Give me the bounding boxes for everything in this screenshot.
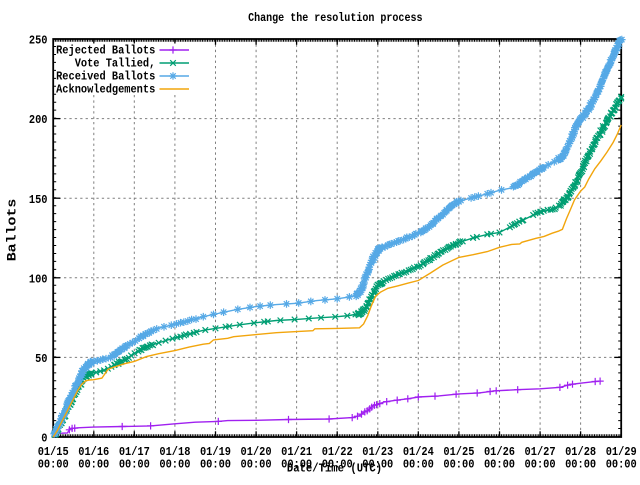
svg-text:01/21: 01/21 [281, 445, 312, 459]
svg-text:Rejected Ballots: Rejected Ballots [56, 44, 155, 58]
svg-text:01/28: 01/28 [565, 445, 596, 459]
svg-text:01/26: 01/26 [484, 445, 515, 459]
svg-text:00:00: 00:00 [38, 458, 69, 472]
svg-text:01/25: 01/25 [443, 445, 474, 459]
svg-text:01/16: 01/16 [78, 445, 109, 459]
svg-text:Acknowledgements: Acknowledgements [56, 83, 155, 97]
svg-text:250: 250 [29, 34, 48, 48]
svg-text:01/22: 01/22 [322, 445, 353, 459]
svg-text:00:00: 00:00 [443, 458, 474, 472]
svg-text:00:00: 00:00 [159, 458, 190, 472]
svg-text:01/15: 01/15 [38, 445, 69, 459]
svg-text:Received Ballots: Received Ballots [56, 70, 155, 84]
svg-text:00:00: 00:00 [606, 458, 637, 472]
svg-text:Change the resolution process: Change the resolution process [248, 11, 422, 25]
svg-text:01/27: 01/27 [525, 445, 556, 459]
svg-text:01/17: 01/17 [119, 445, 150, 459]
svg-text:01/18: 01/18 [159, 445, 190, 459]
svg-text:01/19: 01/19 [200, 445, 231, 459]
svg-text:Ballots: Ballots [6, 199, 20, 262]
svg-text:200: 200 [29, 113, 48, 127]
svg-text:Date/Time (UTC): Date/Time (UTC) [287, 462, 382, 476]
svg-text:01/20: 01/20 [241, 445, 272, 459]
svg-text:100: 100 [29, 272, 48, 286]
svg-text:00:00: 00:00 [241, 458, 272, 472]
svg-text:00:00: 00:00 [565, 458, 596, 472]
svg-text:00:00: 00:00 [525, 458, 556, 472]
svg-text:00:00: 00:00 [200, 458, 231, 472]
svg-text:00:00: 00:00 [281, 458, 312, 472]
svg-text:01/24: 01/24 [403, 445, 434, 459]
svg-text:0: 0 [41, 432, 47, 446]
svg-text:00:00: 00:00 [362, 458, 393, 472]
svg-text:00:00: 00:00 [78, 458, 109, 472]
svg-text:00:00: 00:00 [403, 458, 434, 472]
svg-text:Vote Tallied,: Vote Tallied, [75, 57, 156, 71]
svg-text:00:00: 00:00 [484, 458, 515, 472]
svg-text:01/23: 01/23 [362, 445, 393, 459]
svg-text:00:00: 00:00 [322, 458, 353, 472]
svg-text:01/29: 01/29 [606, 445, 637, 459]
svg-text:150: 150 [29, 193, 48, 207]
svg-text:50: 50 [35, 352, 47, 366]
svg-text:00:00: 00:00 [119, 458, 150, 472]
